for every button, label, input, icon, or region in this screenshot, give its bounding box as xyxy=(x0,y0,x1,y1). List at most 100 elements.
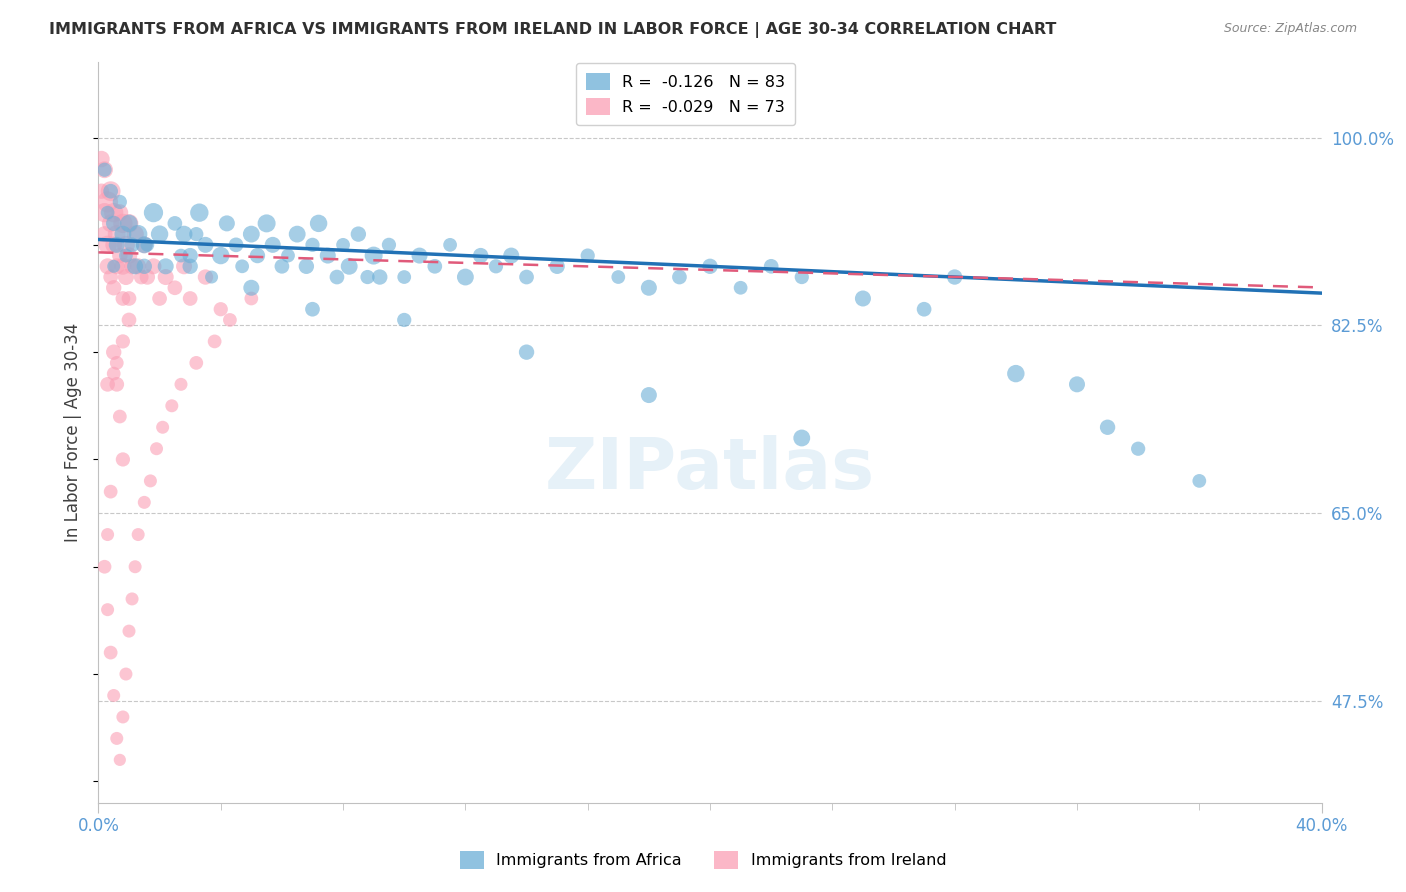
Point xyxy=(97,260,120,274)
Point xyxy=(100,184,122,198)
Legend: Immigrants from Africa, Immigrants from Ireland: Immigrants from Africa, Immigrants from … xyxy=(453,845,953,875)
Point xyxy=(501,249,523,263)
Point xyxy=(209,302,232,317)
Point xyxy=(277,249,299,263)
Point xyxy=(115,667,138,681)
Point xyxy=(93,559,115,574)
Point xyxy=(170,249,193,263)
Point xyxy=(105,356,128,370)
Point xyxy=(204,334,226,349)
Point xyxy=(108,409,131,424)
Point xyxy=(111,216,134,230)
Point xyxy=(124,559,146,574)
Point xyxy=(179,292,201,306)
Point xyxy=(1128,442,1150,456)
Point xyxy=(105,237,128,252)
Point xyxy=(240,227,263,241)
Point xyxy=(759,260,782,274)
Point xyxy=(301,302,323,317)
Point xyxy=(111,292,134,306)
Point xyxy=(423,260,446,274)
Point xyxy=(103,216,125,230)
Point xyxy=(576,249,599,263)
Point xyxy=(103,367,125,381)
Point xyxy=(912,302,935,317)
Text: IMMIGRANTS FROM AFRICA VS IMMIGRANTS FROM IRELAND IN LABOR FORCE | AGE 30-34 COR: IMMIGRANTS FROM AFRICA VS IMMIGRANTS FRO… xyxy=(49,22,1056,38)
Point xyxy=(163,281,186,295)
Point xyxy=(439,237,461,252)
Point xyxy=(93,162,115,177)
Point xyxy=(308,216,330,230)
Point xyxy=(285,227,308,241)
Point xyxy=(103,281,125,295)
Point xyxy=(356,270,378,285)
Point xyxy=(1188,474,1211,488)
Point xyxy=(295,260,318,274)
Legend: R =  -0.126   N = 83, R =  -0.029   N = 73: R = -0.126 N = 83, R = -0.029 N = 73 xyxy=(576,63,794,125)
Point xyxy=(152,420,174,434)
Point xyxy=(103,237,125,252)
Point xyxy=(270,260,292,274)
Point xyxy=(316,249,339,263)
Point xyxy=(668,270,690,285)
Point xyxy=(115,270,138,285)
Point xyxy=(108,249,131,263)
Point xyxy=(127,527,149,541)
Point xyxy=(637,281,661,295)
Point xyxy=(256,216,278,230)
Point xyxy=(240,281,263,295)
Point xyxy=(93,205,115,219)
Point xyxy=(173,227,195,241)
Point xyxy=(142,205,165,219)
Point xyxy=(149,292,172,306)
Point xyxy=(943,270,966,285)
Point xyxy=(240,292,263,306)
Point xyxy=(200,270,222,285)
Point xyxy=(186,356,208,370)
Point xyxy=(470,249,492,263)
Point xyxy=(1004,367,1026,381)
Point xyxy=(215,216,238,230)
Point xyxy=(90,152,112,166)
Point xyxy=(485,260,508,274)
Point xyxy=(852,292,875,306)
Point xyxy=(173,260,195,274)
Point xyxy=(105,731,128,746)
Text: ZIPatlas: ZIPatlas xyxy=(546,435,875,504)
Point xyxy=(103,260,125,274)
Point xyxy=(1097,420,1119,434)
Point xyxy=(97,527,120,541)
Point xyxy=(121,260,143,274)
Point xyxy=(136,270,159,285)
Point xyxy=(170,377,193,392)
Point xyxy=(179,260,201,274)
Point xyxy=(408,249,430,263)
Point xyxy=(121,237,143,252)
Point xyxy=(246,249,269,263)
Y-axis label: In Labor Force | Age 30-34: In Labor Force | Age 30-34 xyxy=(65,323,83,542)
Point xyxy=(368,270,391,285)
Point xyxy=(97,205,120,219)
Point xyxy=(326,270,349,285)
Point xyxy=(134,260,156,274)
Point xyxy=(127,260,149,274)
Point xyxy=(134,495,156,509)
Point xyxy=(111,452,134,467)
Point xyxy=(145,442,167,456)
Point xyxy=(136,237,159,252)
Point xyxy=(129,270,152,285)
Point xyxy=(103,205,125,219)
Point xyxy=(337,260,360,274)
Point xyxy=(637,388,661,402)
Point xyxy=(392,270,416,285)
Point xyxy=(108,753,131,767)
Point xyxy=(231,260,253,274)
Point xyxy=(186,227,208,241)
Point xyxy=(111,334,134,349)
Point xyxy=(155,260,177,274)
Point xyxy=(160,399,183,413)
Point xyxy=(127,227,149,241)
Point xyxy=(118,249,141,263)
Point xyxy=(118,216,141,230)
Point xyxy=(108,194,131,209)
